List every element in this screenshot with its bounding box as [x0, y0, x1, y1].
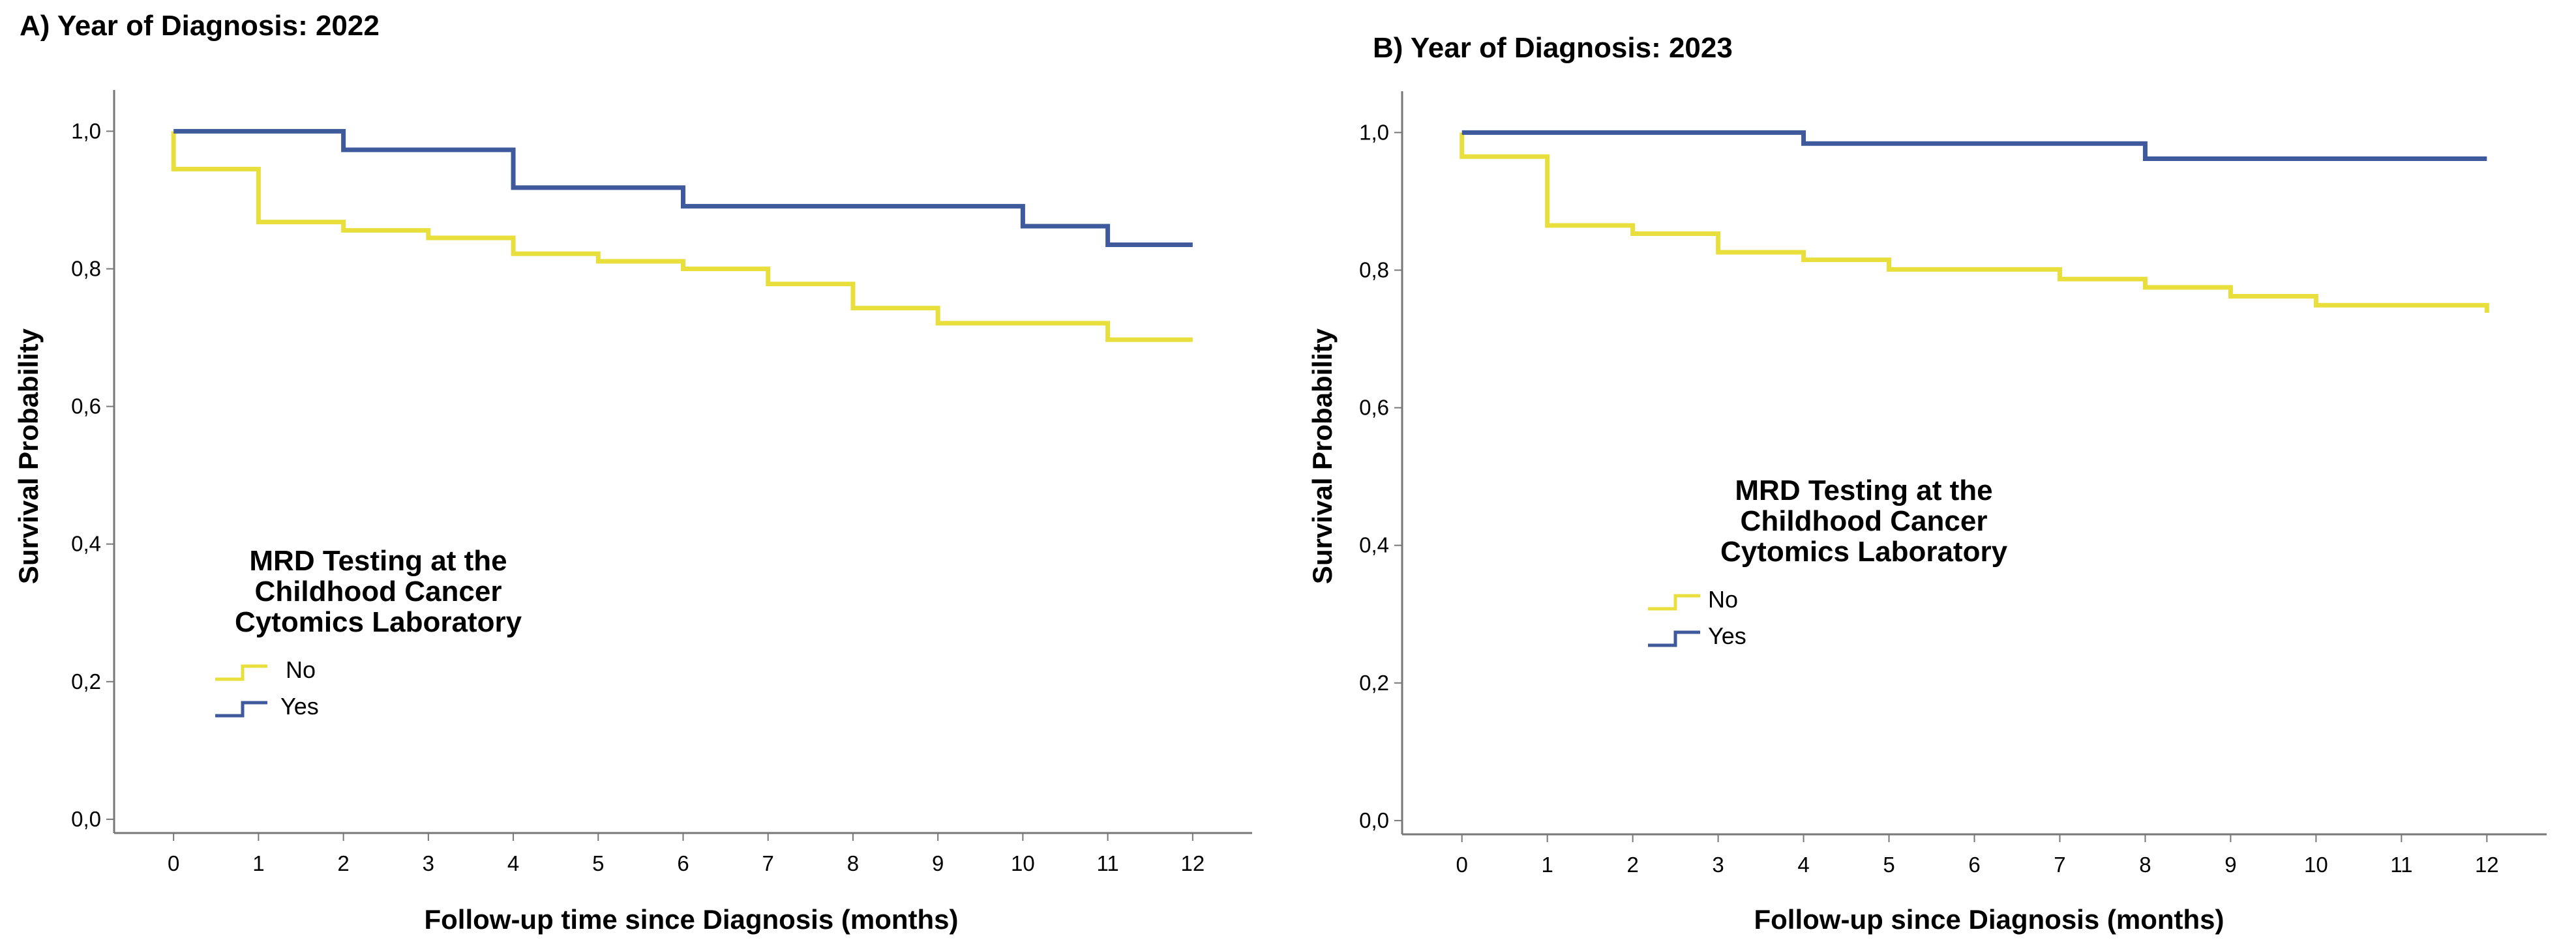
chart-a-xtick-label: 11: [1096, 851, 1118, 875]
chart-a-xtick-label: 9: [932, 851, 944, 875]
chart-a-xtick-label: 6: [677, 851, 689, 875]
chart-a-series-no-line: [171, 131, 1193, 342]
chart-b-ylabel: Survival Probability: [1307, 328, 1338, 584]
chart-a-svg: A) Year of Diagnosis: 2022 0,0 0,2 0,4 0,6 0…: [13, 10, 1252, 935]
chart-a-series: [171, 128, 1193, 342]
chart-b-xtick-label: 11: [2390, 853, 2412, 877]
chart-a-ylabel: Survival Probability: [13, 328, 44, 584]
chart-a-legend: MRD Testing at the Childhood Cancer Cyto…: [215, 545, 522, 720]
chart-a-ytick-label: 0,6: [71, 394, 101, 418]
chart-b-xtick-label: 3: [1712, 853, 1724, 877]
chart-a-xtick-label: 4: [507, 851, 519, 875]
chart-a-legend-swatch-no: [215, 664, 267, 681]
chart-a-xtick-label: 3: [423, 851, 434, 875]
chart-b-xtick-label: 6: [1968, 853, 1980, 877]
chart-a-xtick-label: 8: [847, 851, 859, 875]
chart-b-series-no-line: [1460, 132, 2489, 313]
chart-b-xtick-label: 12: [2475, 853, 2499, 877]
chart-a-xtick-label: 0: [168, 851, 179, 875]
chart-b-xtick-label: 8: [2139, 853, 2151, 877]
chart-b-xlabel: Follow-up since Diagnosis (months): [1754, 904, 2224, 935]
chart-b-ytick-label: 0,4: [1359, 533, 1389, 557]
chart-a-legend-label-yes: Yes: [280, 693, 319, 720]
chart-a-ytick-label: 1,0: [71, 119, 101, 143]
chart-b-legend-title-2: Childhood Cancer: [1741, 505, 1988, 537]
chart-a-series-yes-line: [173, 128, 1193, 247]
chart-a-legend-title-1: MRD Testing at the: [249, 545, 507, 577]
chart-b-legend-title-1: MRD Testing at the: [1735, 475, 1992, 506]
chart-b-series-yes-line: [1461, 130, 2487, 161]
chart-panel-a: A) Year of Diagnosis: 2022 0,0 0,2 0,4 0,6 0…: [13, 10, 1252, 935]
chart-b-xtick-label: 4: [1797, 853, 1809, 877]
chart-a-xtick-label: 2: [337, 851, 349, 875]
chart-b-xtick-label: 10: [2304, 853, 2328, 877]
chart-b-legend: MRD Testing at the Childhood Cancer Cyto…: [1648, 475, 2008, 649]
chart-b-ytick-label: 0,0: [1359, 808, 1389, 832]
chart-b-ytick-label: 0,2: [1359, 671, 1389, 695]
chart-a-xtick-label: 1: [252, 851, 264, 875]
chart-b-ytick-label: 1,0: [1359, 120, 1389, 144]
chart-b-xtick-label: 7: [2054, 853, 2065, 877]
chart-b-ticks: 0,00,20,40,60,81,00 1 2 3 4 5 6 7 8 9 10 11 12: [1359, 120, 2499, 877]
chart-b-series: [1460, 130, 2489, 313]
chart-b-legend-label-yes: Yes: [1708, 622, 1746, 649]
chart-a-ytick-label: 0,4: [71, 532, 101, 556]
chart-a-legend-title-3: Cytomics Laboratory: [235, 606, 522, 638]
chart-panel-b: B) Year of Diagnosis: 2023 0,0 0,2 0,4 0,6 0…: [1288, 0, 2576, 951]
chart-a-xlabel: Follow-up time since Diagnosis (months): [424, 904, 958, 935]
chart-b-title: B) Year of Diagnosis: 2023: [1373, 32, 1733, 64]
chart-a-title: A) Year of Diagnosis: 2022: [20, 10, 380, 42]
chart-b-xtick-label: 5: [1883, 853, 1895, 877]
chart-a-xtick-label: 10: [1011, 851, 1035, 875]
chart-b-ytick-label: 0,8: [1359, 257, 1389, 282]
chart-b-axes: [1401, 91, 2547, 836]
chart-a-ticks: 0,00,20,40,60,81,00 1 2 3 4 5 6 7 8 9 10 11 12: [71, 119, 1205, 875]
chart-b-svg: B) Year of Diagnosis: 2023 0,0 0,2 0,4 0,6 0…: [1307, 32, 2547, 935]
chart-a-ytick-label: 0,2: [71, 669, 101, 694]
chart-a-ytick-label: 0,0: [71, 807, 101, 831]
chart-b-ytick-label: 0,6: [1359, 396, 1389, 420]
chart-b-legend-label-no: No: [1708, 586, 1738, 613]
chart-b-xtick-label: 1: [1541, 853, 1553, 877]
chart-a-ytick-label: 0,8: [71, 256, 101, 280]
chart-b-legend-swatch-yes: [1648, 630, 1700, 647]
chart-a-xtick-label: 12: [1180, 851, 1205, 875]
chart-b-xtick-label: 0: [1456, 853, 1467, 877]
chart-a-legend-title-2: Childhood Cancer: [255, 576, 502, 607]
chart-b-legend-title-3: Cytomics Laboratory: [1720, 536, 2008, 568]
chart-b-xtick-label: 2: [1626, 853, 1638, 877]
chart-a-legend-swatch-yes: [215, 701, 267, 718]
chart-b-legend-swatch-no: [1648, 594, 1700, 611]
chart-b-xtick-label: 9: [2224, 853, 2236, 877]
chart-a-legend-label-no: No: [286, 656, 316, 683]
chart-a-xtick-label: 7: [762, 851, 774, 875]
chart-a-xtick-label: 5: [592, 851, 604, 875]
